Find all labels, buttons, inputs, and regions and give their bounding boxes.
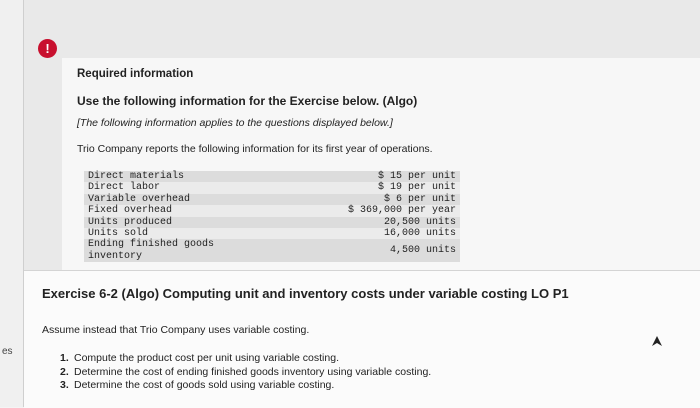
row-value: $ 369,000 per year: [347, 205, 456, 217]
question-number: 1.: [60, 352, 69, 364]
cursor: [652, 336, 662, 346]
row-value: 20,500 units: [383, 216, 456, 228]
question: 2. Determine the cost of ending finished …: [60, 366, 431, 378]
intro: Trio Company reports the following infor…: [77, 143, 433, 155]
exercise-section: [24, 270, 700, 408]
sidebar: es: [0, 0, 24, 407]
heading: Required information: [77, 68, 194, 80]
question: 3. Determine the cost of goods sold using…: [60, 379, 334, 391]
question-number: 2.: [60, 365, 69, 378]
row-value: 16,000 units: [383, 228, 456, 240]
row-label: Units sold: [88, 228, 149, 240]
question-number: 3.: [60, 379, 69, 391]
row-value: $ 6 per unit: [383, 193, 456, 205]
row-value: $ 15 per unit: [377, 171, 456, 182]
table-row: Direct materials $ 15 per unit: [84, 171, 460, 183]
table-row: Variable overhead $ 6 per unit: [84, 193, 460, 206]
table-row: Units sold 16,000 units: [84, 228, 460, 240]
row-value: 4,500 units: [389, 245, 456, 257]
table-row: Units produced 20,500 units: [84, 216, 460, 229]
alert-icon: !: [38, 39, 57, 58]
row-label: Direct materials: [88, 171, 185, 182]
table-row: Ending finished goods inventory 4,500 uni…: [84, 239, 460, 263]
exercise-title: Exercise 6-2 (Algo) Computing unit and i…: [42, 286, 569, 301]
question-text: Determine the cost of goods sold using v…: [74, 379, 335, 391]
note: [The following information applies to th…: [77, 117, 393, 129]
required-panel: [62, 58, 700, 270]
question-text: Compute the product cost per unit using …: [74, 352, 339, 364]
row-label: Fixed overhead: [88, 205, 173, 217]
table-row: Direct labor $ 19 per unit: [84, 182, 460, 194]
instruction: Use the following information for the Ex…: [77, 94, 418, 108]
question-text: Determine the cost of ending finished go…: [74, 365, 432, 378]
exercise-intro: Assume instead that Trio Company uses va…: [42, 324, 310, 336]
row-label: Direct labor: [88, 182, 161, 194]
row-value: $ 19 per unit: [377, 182, 456, 194]
question: 1. Compute the product cost per unit usin…: [60, 352, 339, 364]
row-label: Units produced: [88, 216, 173, 228]
row-label: Ending finished goods inventory: [88, 239, 215, 262]
row-label: Variable overhead: [88, 193, 191, 205]
table-row: Fixed overhead $ 369,000 per year: [84, 205, 460, 217]
info-table: Direct materials $ 15 per unit Direct labo…: [84, 171, 460, 263]
sidebar-text: es: [2, 346, 13, 357]
